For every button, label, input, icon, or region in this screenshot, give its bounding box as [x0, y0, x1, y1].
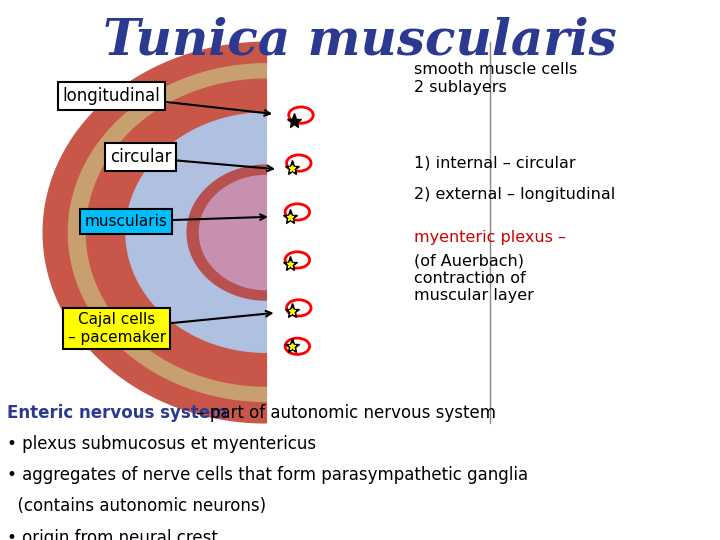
Polygon shape	[86, 79, 266, 386]
Text: • origin from neural crest: • origin from neural crest	[7, 529, 218, 540]
Polygon shape	[187, 165, 266, 300]
Text: myenteric plexus –: myenteric plexus –	[414, 230, 566, 245]
Text: Cajal cells
– pacemaker: Cajal cells – pacemaker	[68, 312, 166, 345]
Text: smooth muscle cells
2 sublayers: smooth muscle cells 2 sublayers	[414, 62, 577, 94]
Text: • aggregates of nerve cells that form parasympathetic ganglia: • aggregates of nerve cells that form pa…	[7, 466, 528, 484]
Text: longitudinal: longitudinal	[63, 87, 161, 105]
Text: muscularis: muscularis	[84, 214, 168, 229]
Text: 2) external – longitudinal: 2) external – longitudinal	[414, 187, 616, 202]
Polygon shape	[126, 113, 266, 352]
Text: • plexus submucosus et myentericus: • plexus submucosus et myentericus	[7, 435, 316, 453]
Text: Enteric nervous system: Enteric nervous system	[7, 404, 228, 422]
Text: Tunica muscularis: Tunica muscularis	[103, 17, 617, 66]
Polygon shape	[68, 64, 266, 401]
Text: 1) internal – circular: 1) internal – circular	[414, 156, 575, 171]
Text: – part of autonomic nervous system: – part of autonomic nervous system	[191, 404, 496, 422]
Polygon shape	[43, 42, 266, 423]
Text: circular: circular	[109, 148, 171, 166]
Polygon shape	[199, 176, 266, 289]
Text: (contains autonomic neurons): (contains autonomic neurons)	[7, 497, 266, 515]
Text: (of Auerbach)
contraction of
muscular layer: (of Auerbach) contraction of muscular la…	[414, 253, 534, 303]
